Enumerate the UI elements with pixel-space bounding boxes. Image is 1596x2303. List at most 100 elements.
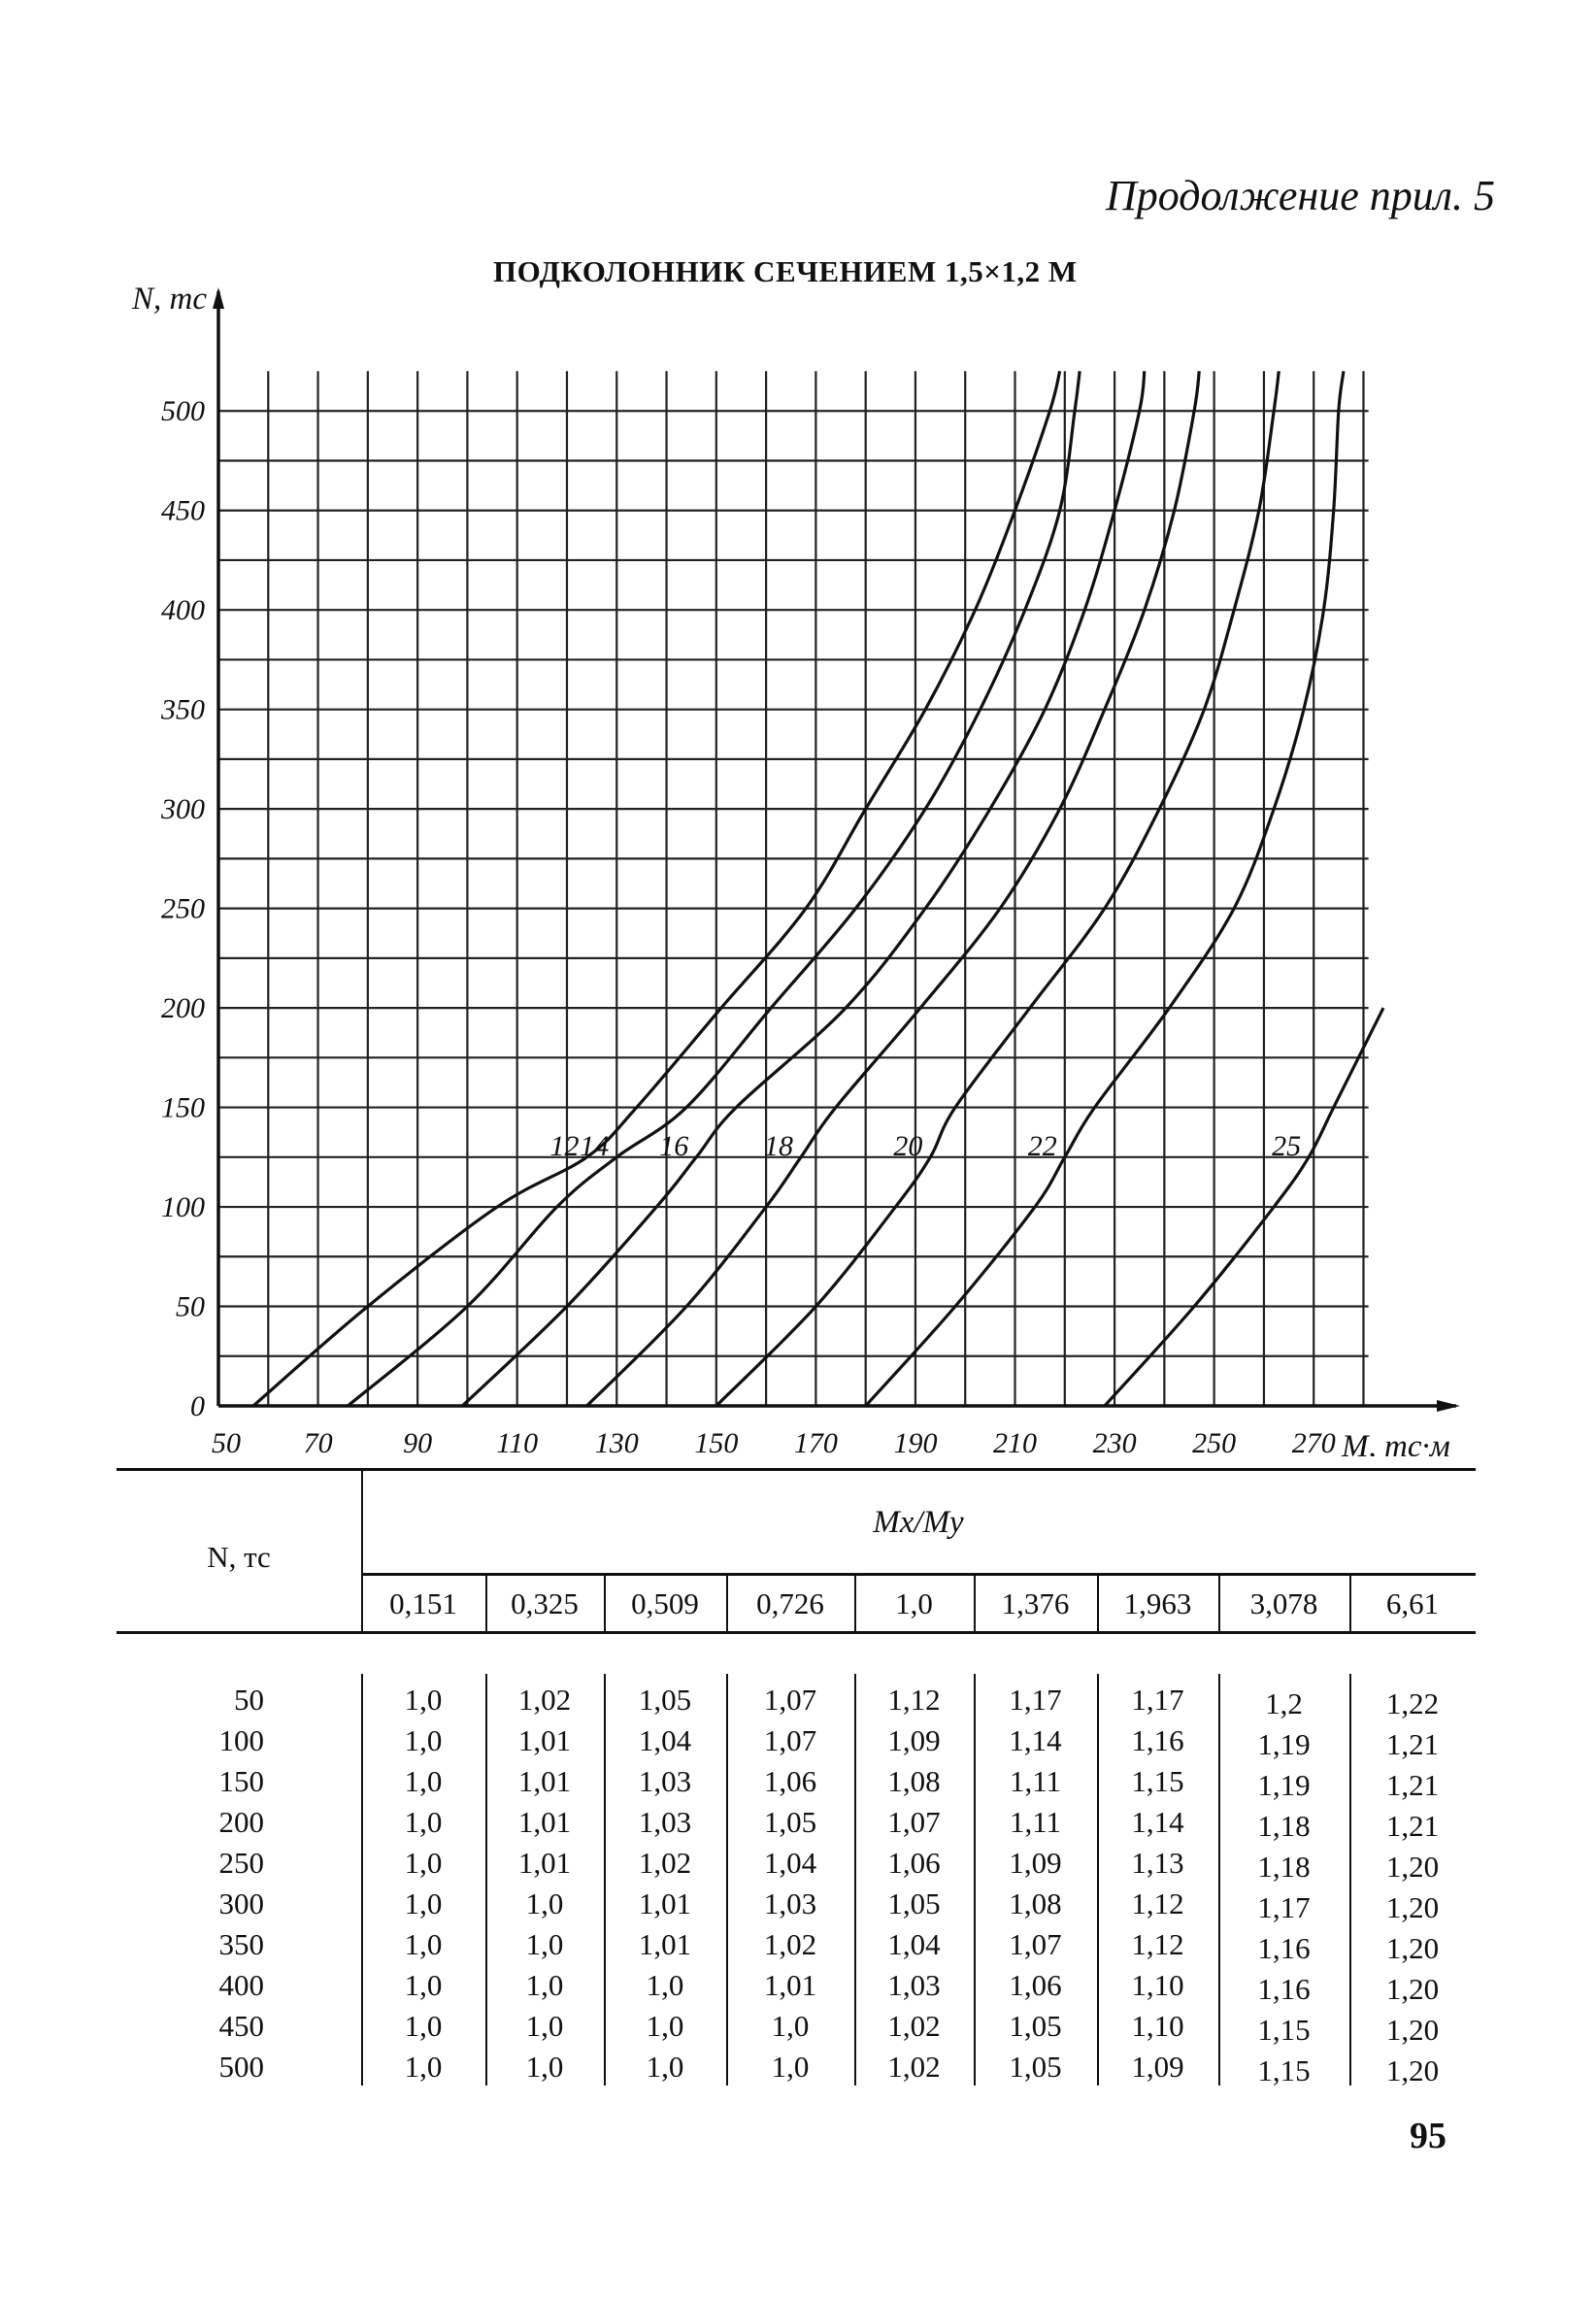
table-cell: 1,0 — [404, 1846, 443, 1880]
curve-12 — [251, 370, 1062, 1408]
table-cell: 1,03 — [763, 1886, 817, 1920]
table-cell: 1,22 — [1385, 1686, 1440, 1720]
table-header-col-rule — [604, 1573, 606, 1631]
table-cell: 1,20 — [1385, 2053, 1440, 2087]
table-cell: 1,14 — [1009, 1723, 1062, 1757]
curve-label-22: 22 — [1028, 1130, 1057, 1162]
x-tick-label: 170 — [794, 1427, 838, 1456]
row-n-value: 450 — [218, 2009, 265, 2043]
y-tick-label: 150 — [161, 1092, 205, 1124]
curve-label-16: 16 — [659, 1130, 688, 1162]
row-n-value: 500 — [218, 2050, 265, 2084]
y-tick-label: 200 — [161, 992, 205, 1024]
x-tick-label: 130 — [595, 1427, 639, 1456]
table-cell: 1,10 — [1131, 2009, 1184, 2043]
table-cell: 1,0 — [771, 2050, 810, 2084]
table-cell: 1,0 — [404, 1723, 443, 1757]
table-cell: 1,13 — [1131, 1846, 1184, 1880]
table-cell: 1,0 — [404, 1927, 443, 1961]
curve-20 — [715, 371, 1280, 1408]
chart-grid — [218, 371, 1369, 1406]
table-cell: 1,0 — [404, 1805, 443, 1839]
table-cell: 1,08 — [1009, 1886, 1062, 1920]
table-body-col-rule — [1218, 1674, 1220, 2086]
table-cell: 1,12 — [1131, 1927, 1184, 1961]
table-header-rule — [116, 1631, 1476, 1634]
table-cell: 1,09 — [887, 1723, 941, 1757]
chart-title: ПОДКОЛОННИК СЕЧЕНИЕМ 1,5×1,2 М — [493, 254, 1078, 288]
table-cell: 1,16 — [1257, 1972, 1311, 2006]
table-cell: 1,20 — [1385, 2013, 1440, 2047]
table-cell: 1,0 — [404, 1683, 443, 1717]
table-cell: 1,01 — [517, 1846, 572, 1880]
table-cell: 1,05 — [1009, 2009, 1062, 2043]
table-cell: 1,06 — [887, 1846, 941, 1880]
table-cell: 1,16 — [1257, 1931, 1311, 1965]
table-cell: 1,07 — [1009, 1927, 1062, 1961]
table-cell: 1,0 — [404, 1764, 443, 1798]
y-tick-label: 300 — [160, 793, 205, 825]
table-cell: 1,19 — [1257, 1727, 1311, 1761]
table-header-col-rule — [1349, 1573, 1351, 1631]
x-tick-label: 270 — [1292, 1427, 1336, 1456]
table-cell: 1,0 — [404, 1968, 443, 2002]
table-body-col-rule — [361, 1674, 363, 2086]
curve-14 — [347, 371, 1081, 1408]
y-tick-label: 500 — [161, 395, 205, 427]
table-header-col-rule — [974, 1573, 976, 1631]
table-cell: 1,05 — [887, 1886, 941, 1920]
table-cell: 1,0 — [525, 1968, 564, 2002]
table-body-col-rule — [1349, 1674, 1351, 2086]
table-cell: 1,02 — [638, 1846, 692, 1880]
column-header: 6,61 — [1385, 1586, 1440, 1620]
row-n-value: 350 — [218, 1927, 265, 1961]
x-tick-label: 230 — [1093, 1427, 1137, 1456]
x-tick-label: 210 — [993, 1427, 1037, 1456]
ratio-group-header: Mx/My — [873, 1505, 964, 1540]
x-axis-title: M, тс·м — [1341, 1429, 1450, 1456]
curve-label-20: 20 — [893, 1130, 922, 1162]
table-cell: 1,01 — [517, 1764, 572, 1798]
table-cell: 1,19 — [1257, 1768, 1311, 1802]
row-n-value: 150 — [218, 1764, 265, 1798]
column-header: 1,963 — [1123, 1586, 1192, 1620]
table-cell: 1,17 — [1257, 1890, 1311, 1924]
table-cell: 1,06 — [763, 1764, 817, 1798]
table-cell: 1,14 — [1131, 1805, 1184, 1839]
curve-25 — [1103, 1007, 1385, 1408]
table-cell: 1,06 — [1009, 1968, 1062, 2002]
appendix-continuation-note: Продолжение прил. 5 — [1106, 172, 1495, 219]
table-cell: 1,17 — [1131, 1683, 1184, 1717]
table-header-col-rule — [361, 1468, 363, 1631]
table-cell: 1,18 — [1257, 1850, 1311, 1884]
table-cell: 1,01 — [517, 1723, 572, 1757]
table-cell: 1,18 — [1257, 1809, 1311, 1843]
x-tick-label: 150 — [694, 1427, 738, 1456]
table-cell: 1,09 — [1131, 2050, 1184, 2084]
table-cell: 1,12 — [887, 1683, 941, 1717]
column-header: 0,325 — [511, 1586, 579, 1620]
x-tick-label: 70 — [304, 1427, 333, 1456]
n-column-header: N, тс — [207, 1540, 271, 1574]
table-cell: 1,05 — [638, 1683, 692, 1717]
table-cell: 1,15 — [1131, 1764, 1184, 1798]
table-cell: 1,0 — [525, 1886, 564, 1920]
row-n-value: 200 — [218, 1805, 265, 1839]
y-tick-label: 0 — [190, 1390, 205, 1422]
table-cell: 1,11 — [1009, 1764, 1062, 1798]
table-cell: 1,05 — [1009, 2050, 1062, 2084]
column-header: 3,078 — [1249, 1586, 1318, 1620]
table-cell: 1,07 — [763, 1683, 817, 1717]
table-cell: 1,03 — [887, 1968, 941, 2002]
table-cell: 1,16 — [1131, 1723, 1184, 1757]
table-header-col-rule — [1097, 1573, 1099, 1631]
table-cell: 1,01 — [638, 1886, 692, 1920]
chart-curves — [251, 370, 1385, 1408]
y-tick-label: 100 — [161, 1191, 205, 1223]
y-axis-title: N, тс — [131, 282, 207, 317]
table-cell: 1,02 — [887, 2009, 941, 2043]
table-cell: 1,0 — [771, 2009, 810, 2043]
table-body-col-rule — [726, 1674, 728, 2086]
table-group-rule — [361, 1573, 1476, 1576]
